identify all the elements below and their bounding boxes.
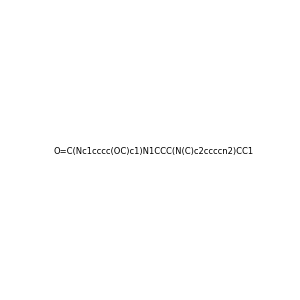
Text: O=C(Nc1cccc(OC)c1)N1CCC(N(C)c2ccccn2)CC1: O=C(Nc1cccc(OC)c1)N1CCC(N(C)c2ccccn2)CC1 [54, 147, 254, 156]
